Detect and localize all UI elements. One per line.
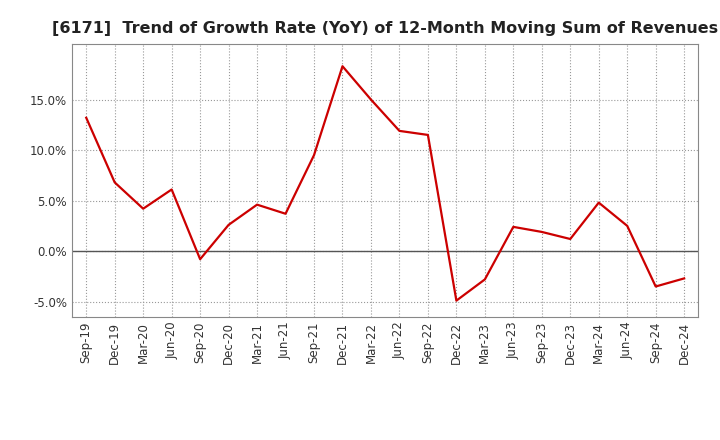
Title: [6171]  Trend of Growth Rate (YoY) of 12-Month Moving Sum of Revenues: [6171] Trend of Growth Rate (YoY) of 12-… xyxy=(52,21,719,36)
